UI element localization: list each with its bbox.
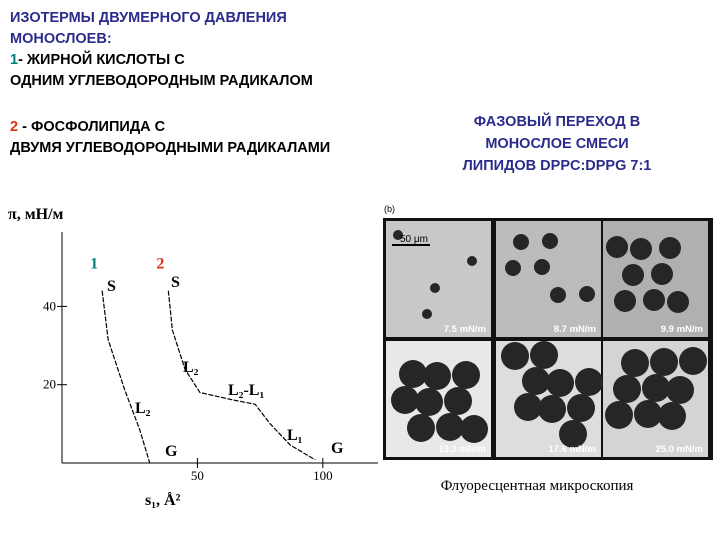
pressure-label: 25.0 mN/m [655, 444, 703, 455]
domain [514, 393, 542, 421]
right-title: МОНОСЛОЕ СМЕСИ [485, 136, 628, 152]
pressure-label: 7.5 mN/m [444, 324, 486, 335]
domain [423, 362, 451, 390]
right-title: ФАЗОВЫЙ ПЕРЕХОД В [474, 112, 640, 130]
domain [650, 348, 678, 376]
item-line: 1- ЖИРНОЙ КИСЛОТЫ С [10, 50, 185, 68]
domain [614, 290, 636, 312]
domain [579, 286, 595, 302]
domain [659, 237, 681, 259]
domain [538, 395, 566, 423]
domain [393, 230, 403, 240]
isotherm-line [101, 290, 151, 464]
domain [613, 375, 641, 403]
domain [391, 386, 419, 414]
domain [505, 260, 521, 276]
domain [534, 259, 550, 275]
item-text: - ЖИРНОЙ КИСЛОТЫ С [18, 50, 185, 68]
domain [605, 401, 633, 429]
domain [634, 400, 662, 428]
item-line: ДВУМЯ УГЛЕВОДОРОДНЫМИ РАДИКАЛАМИ [10, 140, 330, 156]
phase-label: L₂ [135, 400, 151, 417]
panel-label: (b) [384, 204, 395, 214]
domain [522, 367, 550, 395]
domain [415, 388, 443, 416]
series-label: 2 [156, 256, 164, 273]
item-number: 2 [10, 119, 18, 135]
phase-label: L₂ [183, 359, 199, 376]
isotherm-line [167, 290, 316, 461]
domain [550, 287, 566, 303]
micrograph: (b) 7.5 mN/m 8.7 mN/m 9.9 mN/m 13.2 mN/m 17.… [383, 204, 713, 460]
y-tick-label: 20 [43, 377, 56, 392]
domain [575, 368, 603, 396]
title-line: МОНОСЛОЕВ: [10, 31, 112, 47]
domain [630, 238, 652, 260]
phase-label: L₁ [287, 427, 303, 444]
x-tick-label: 50 [191, 468, 204, 483]
pressure-label: 13.2 mN/m [438, 444, 486, 455]
domain [546, 369, 574, 397]
pressure-label: 17.6 mN/m [548, 444, 596, 455]
domain [436, 413, 464, 441]
domain [679, 347, 707, 375]
y-axis-label: π, мН/м [8, 206, 64, 223]
x-tick-label: 100 [313, 468, 333, 483]
domain [667, 291, 689, 313]
domain [399, 360, 427, 388]
item-number: 1 [10, 52, 18, 68]
domain [467, 256, 477, 266]
domain [513, 234, 529, 250]
domain [422, 309, 432, 319]
domain [643, 289, 665, 311]
pressure-label: 9.9 mN/m [661, 324, 703, 335]
domain [452, 361, 480, 389]
domain [622, 264, 644, 286]
domain [407, 414, 435, 442]
phase-label: L₂-L₁ [228, 382, 264, 399]
domain [666, 376, 694, 404]
pressure-label: 8.7 mN/m [554, 324, 596, 335]
domain [530, 341, 558, 369]
domain [567, 394, 595, 422]
domain [606, 236, 628, 258]
domain [651, 263, 673, 285]
domain [501, 342, 529, 370]
phase-label: S [171, 274, 180, 291]
domain [444, 387, 472, 415]
right-title: ЛИПИДОВ DPPC:DPPG 7:1 [463, 158, 652, 174]
domain [542, 233, 558, 249]
domain [658, 402, 686, 430]
item-text: - ФОСФОЛИПИДА С [18, 119, 166, 135]
micrograph-tile [386, 221, 491, 337]
scale-label: 50 μm [400, 234, 428, 245]
item-line: 2 - ФОСФОЛИПИДА С [10, 119, 166, 135]
phase-label: G [331, 440, 344, 457]
item-line: ОДНИМ УГЛЕВОДОРОДНЫМ РАДИКАЛОМ [10, 73, 313, 89]
domain [621, 349, 649, 377]
domain [642, 374, 670, 402]
x-axis-label: s₁, Å² [145, 491, 181, 509]
domain [430, 283, 440, 293]
domain [460, 415, 488, 443]
title-line: ИЗОТЕРМЫ ДВУМЕРНОГО ДАВЛЕНИЯ [10, 10, 287, 26]
y-tick-label: 40 [43, 298, 56, 313]
phase-label: G [165, 443, 178, 460]
series-label: 1 [90, 256, 98, 273]
caption: Флуоресцентная микроскопия [441, 478, 634, 494]
phase-label: S [107, 278, 116, 295]
domain [559, 420, 587, 448]
